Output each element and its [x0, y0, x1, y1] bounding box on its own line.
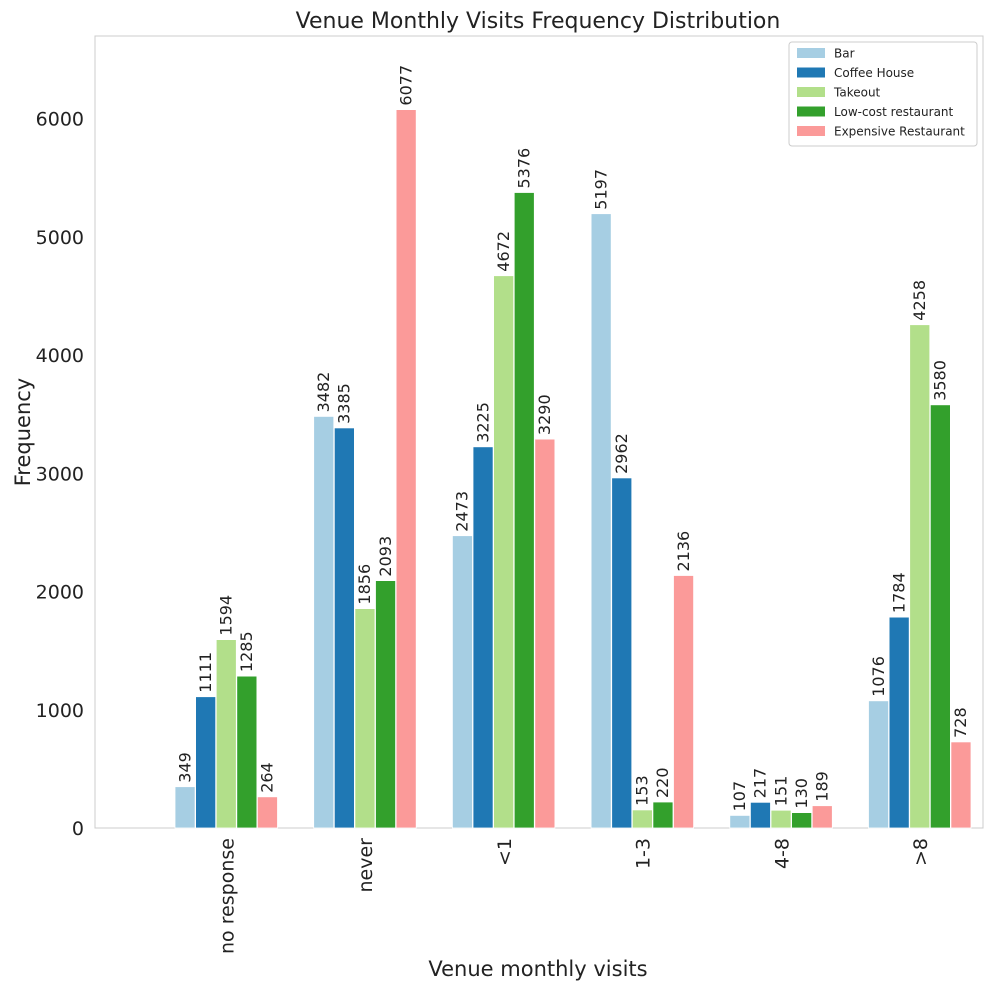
legend-label: Expensive Restaurant: [834, 125, 965, 139]
legend-swatch: [797, 67, 825, 78]
bar: [195, 696, 217, 829]
bar: [513, 192, 535, 829]
legend-swatch: [797, 48, 825, 58]
legend-swatch: [797, 106, 825, 117]
bar: [354, 608, 376, 829]
data-label: 2962: [612, 433, 631, 474]
data-label: 1784: [889, 572, 908, 613]
data-label: 6077: [396, 65, 415, 106]
bar: [929, 404, 951, 829]
bar: [375, 580, 397, 829]
bar: [652, 801, 674, 829]
bar: [534, 438, 556, 829]
data-label: 130: [792, 778, 811, 809]
data-label: 1856: [355, 564, 374, 605]
bar: [791, 812, 813, 829]
x-axis-label: Venue monthly visits: [428, 957, 647, 981]
legend-box: [788, 41, 978, 147]
bar: [750, 801, 771, 829]
bar: [673, 575, 695, 829]
legend-label: Takeout: [833, 86, 881, 100]
bar: [236, 675, 258, 829]
data-label: 349: [175, 752, 194, 783]
y-tick-label: 0: [72, 818, 84, 840]
data-label: 151: [771, 776, 790, 807]
bar: [493, 275, 515, 829]
bar: [395, 109, 417, 829]
data-label: 1594: [217, 595, 236, 636]
legend-label: Low-cost restaurant: [834, 105, 954, 119]
bar: [950, 741, 972, 829]
bar: [590, 213, 612, 829]
data-label: 2473: [453, 491, 472, 532]
legend-label: Coffee House: [834, 66, 914, 80]
x-tick-label: no response: [217, 838, 239, 954]
data-label: 728: [951, 707, 970, 738]
y-tick-label: 3000: [36, 463, 84, 485]
legend-swatch: [797, 126, 825, 136]
data-label: 153: [633, 775, 652, 806]
x-tick-label: never: [355, 838, 377, 893]
bar: [472, 446, 494, 829]
data-label: 107: [730, 781, 749, 812]
bar: [174, 786, 196, 829]
data-label: 220: [653, 767, 672, 798]
data-label: 4258: [910, 280, 929, 321]
y-tick-label: 1000: [36, 700, 84, 722]
x-tick-label: >8: [910, 838, 932, 866]
x-tick-label: 4-8: [771, 838, 793, 869]
legend-label: Bar: [834, 47, 855, 61]
data-label: 5376: [515, 148, 534, 189]
data-label: 5197: [591, 169, 610, 210]
data-label: 2093: [376, 536, 395, 577]
bar: [451, 535, 473, 829]
data-label: 3482: [314, 372, 333, 413]
bar: [909, 324, 931, 829]
bar: [888, 616, 910, 829]
data-label: 3385: [335, 383, 354, 424]
data-label: 1285: [237, 631, 256, 672]
data-label: 217: [751, 768, 770, 799]
bars-group: [174, 109, 972, 829]
chart-title: Venue Monthly Visits Frequency Distribut…: [296, 9, 781, 34]
bar: [770, 809, 792, 829]
y-tick-label: 2000: [36, 582, 84, 604]
data-label: 3225: [473, 402, 492, 443]
bar: [256, 796, 278, 829]
x-tick-label: <1: [494, 838, 516, 866]
x-axis-ticks: no response never <1 1-3 4-8 >8: [217, 838, 933, 954]
y-axis-label: Frequency: [11, 378, 35, 487]
data-label: 4672: [494, 231, 513, 272]
bar: [215, 639, 237, 829]
bar: [313, 415, 335, 829]
legend-swatch: [797, 87, 825, 97]
y-tick-label: 4000: [36, 345, 84, 367]
data-label: 264: [258, 762, 277, 793]
data-label: 1076: [869, 656, 888, 697]
bar: [729, 815, 751, 829]
data-label: 3290: [535, 394, 554, 435]
data-label: 189: [813, 771, 832, 802]
data-label: 3580: [931, 360, 950, 401]
bar: [811, 805, 833, 829]
bar: [631, 809, 653, 829]
y-axis-ticks: 0 1000 2000 3000 4000 5000 6000: [36, 109, 84, 840]
x-tick-label: 1-3: [633, 838, 655, 869]
y-tick-label: 5000: [36, 227, 84, 249]
y-tick-label: 6000: [36, 109, 84, 131]
bar: [333, 427, 355, 829]
data-label: 2136: [674, 531, 693, 572]
bar: [868, 700, 890, 829]
bar: [611, 477, 633, 829]
data-label: 1111: [196, 652, 215, 693]
legend: Bar Coffee House Takeout Low-cost restauran…: [788, 41, 978, 147]
